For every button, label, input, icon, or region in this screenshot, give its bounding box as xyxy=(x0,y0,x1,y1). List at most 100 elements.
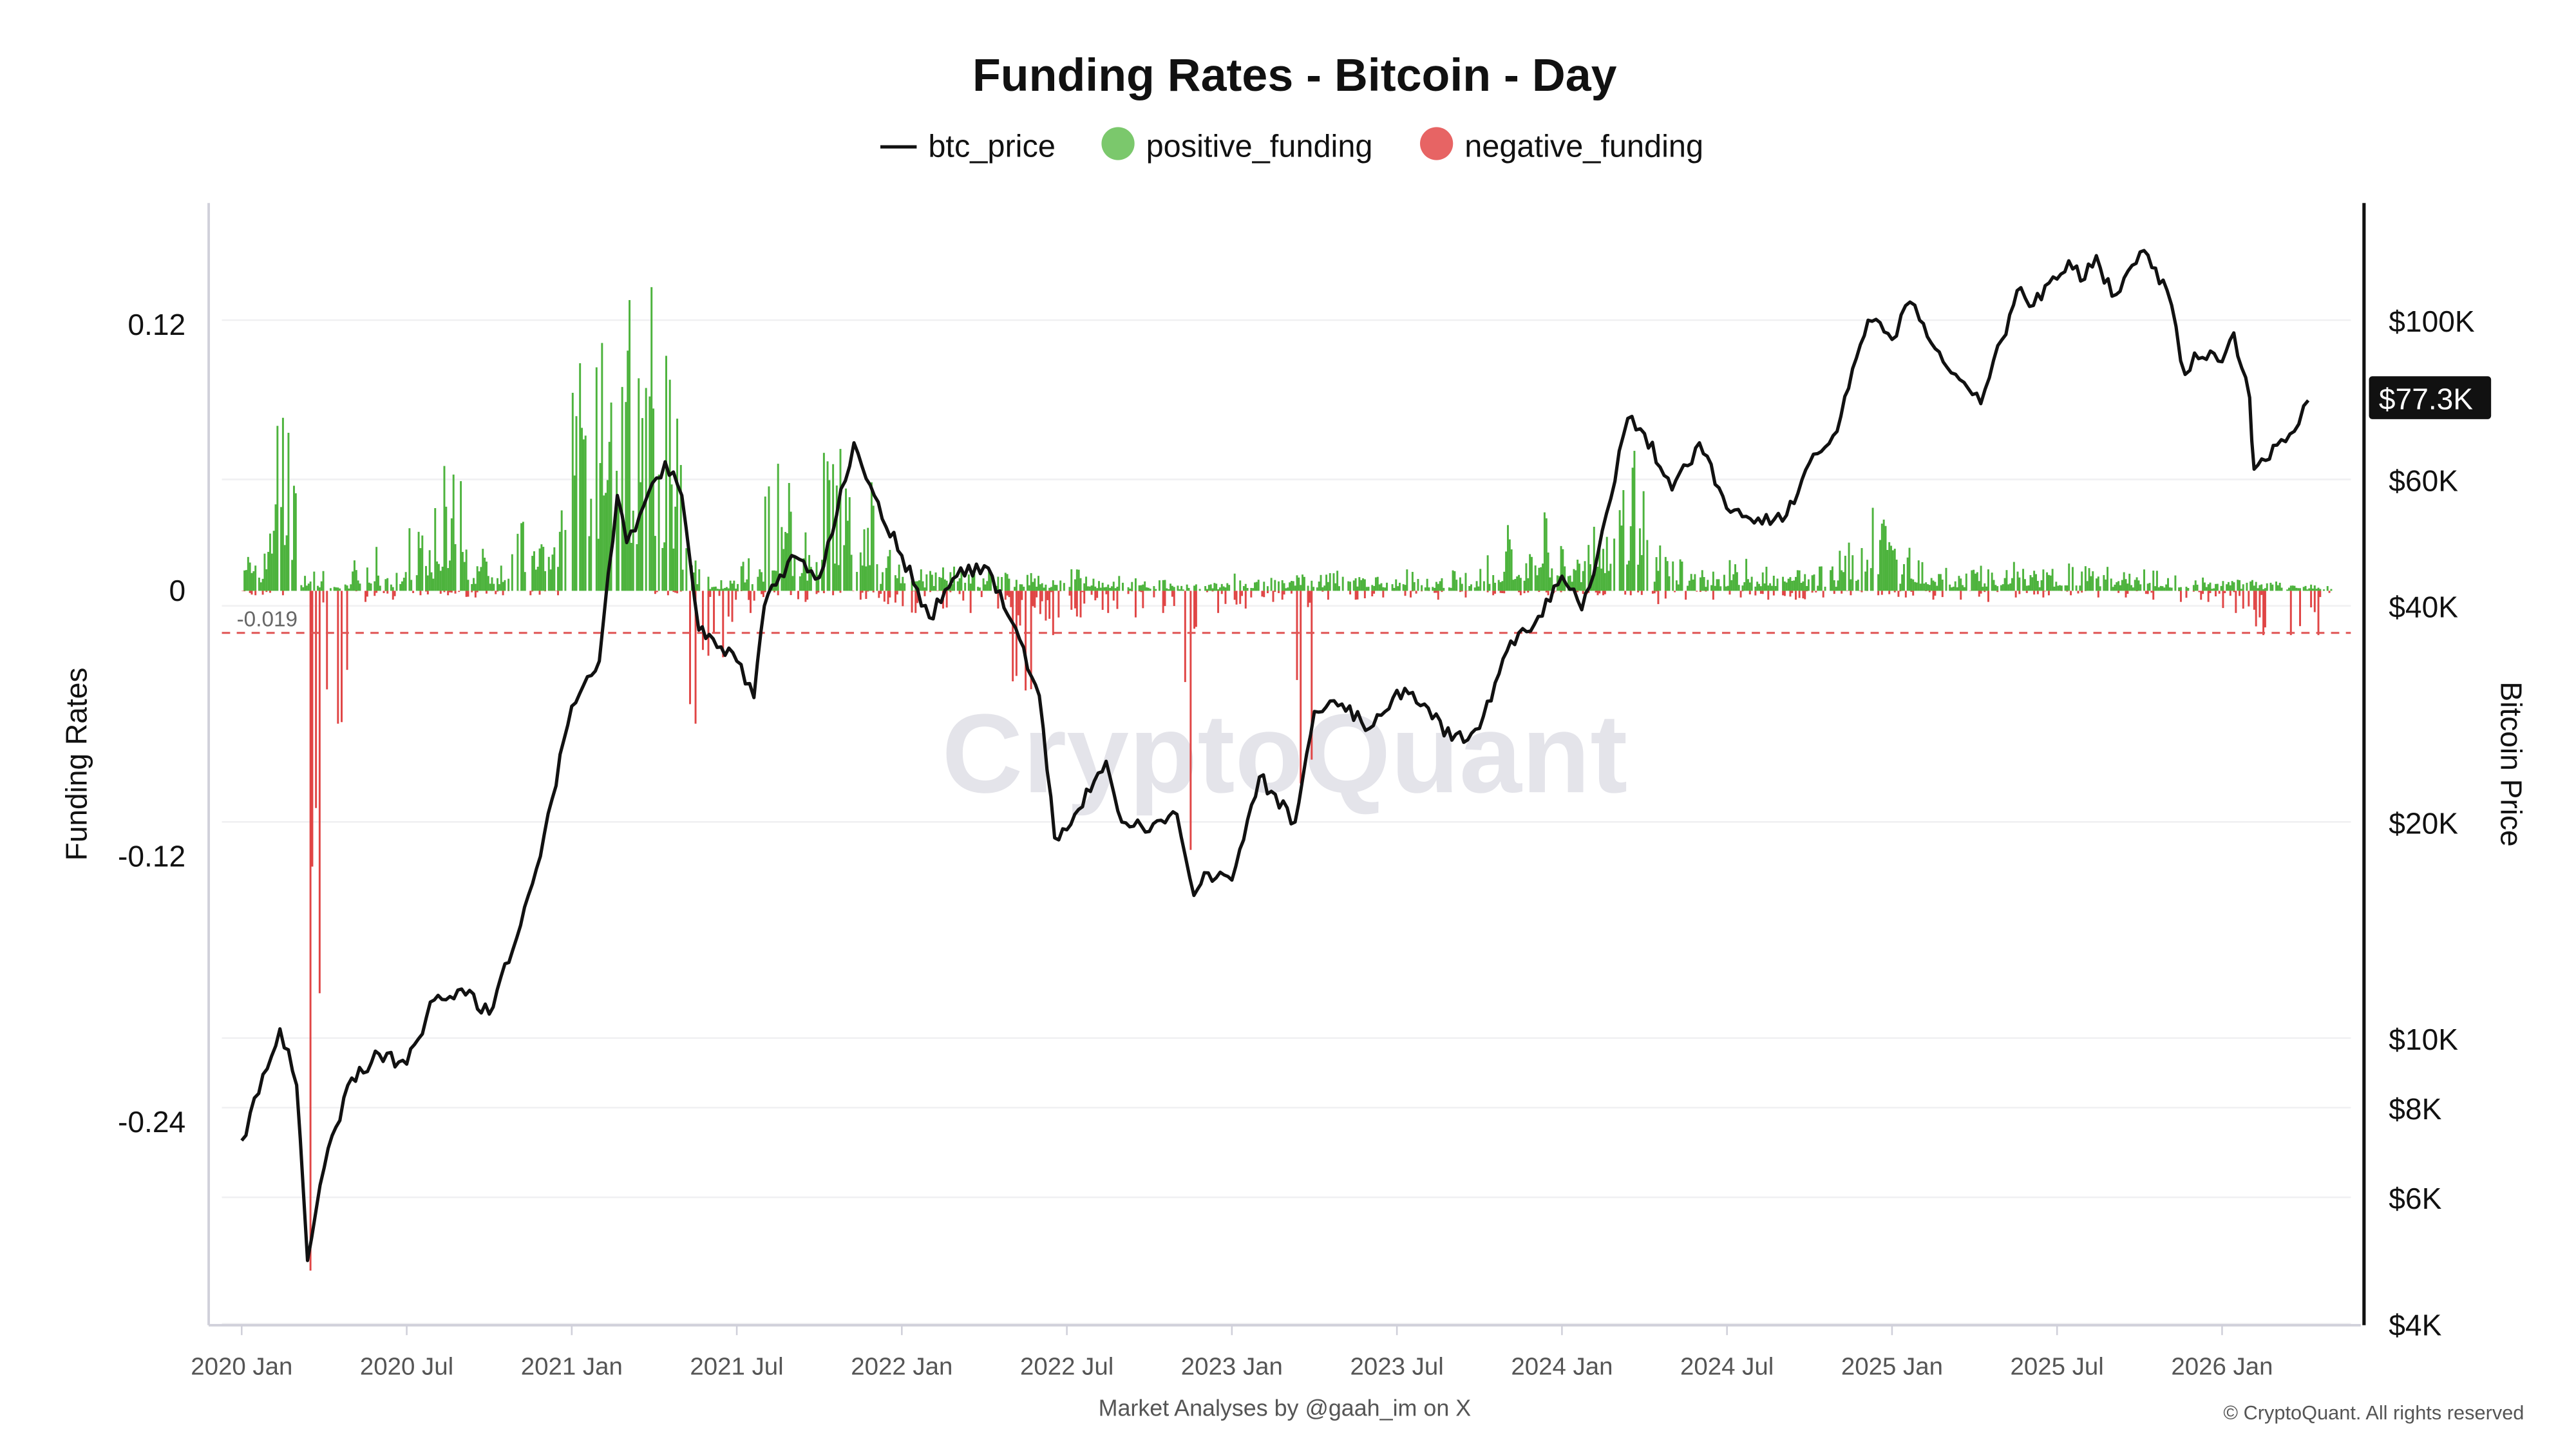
positive-funding-bar xyxy=(1765,567,1768,591)
positive-funding-bar xyxy=(1519,578,1522,591)
positive-funding-bar xyxy=(1114,588,1117,591)
positive-funding-bar xyxy=(1725,586,1727,591)
positive-funding-bar xyxy=(1287,587,1289,591)
positive-funding-bar xyxy=(484,557,486,591)
positive-funding-bar xyxy=(2016,571,2019,591)
positive-funding-bar xyxy=(1105,587,1108,591)
negative-funding-bar xyxy=(1034,591,1036,608)
positive-funding-bar xyxy=(922,581,924,591)
negative-funding-bar xyxy=(281,591,284,596)
positive-funding-bar xyxy=(720,580,723,591)
positive-funding-bar xyxy=(359,583,361,591)
negative-funding-bar xyxy=(375,591,378,593)
negative-funding-bar xyxy=(1272,591,1274,602)
negative-funding-bar xyxy=(1140,591,1142,592)
left-axis-title: Funding Rates xyxy=(59,668,93,861)
legend-item-positive-funding[interactable]: positive_funding xyxy=(1101,127,1373,164)
x-tick-label: 2025 Jan xyxy=(1841,1353,1943,1381)
negative-funding-bar xyxy=(1281,591,1283,600)
negative-funding-bar xyxy=(1984,591,1986,592)
negative-funding-bar xyxy=(1217,591,1220,613)
negative-funding-bar xyxy=(426,591,429,594)
positive-funding-bar xyxy=(698,569,701,591)
negative-funding-bar xyxy=(2117,591,2120,593)
positive-funding-bar xyxy=(1915,582,1918,591)
negative-funding-bar xyxy=(1499,591,1502,593)
positive-funding-bar xyxy=(1609,564,1612,591)
positive-funding-bar xyxy=(1088,586,1091,591)
positive-funding-bar xyxy=(1439,581,1441,591)
positive-funding-bar xyxy=(1090,585,1093,591)
negative-funding-bar xyxy=(2229,591,2231,596)
positive-funding-bar xyxy=(894,575,896,591)
negative-funding-bar xyxy=(1274,591,1276,592)
positive-funding-bar xyxy=(2213,588,2215,591)
right-tick-label: $40K xyxy=(2389,591,2458,624)
positive-funding-bar xyxy=(839,449,842,591)
positive-funding-bar xyxy=(1371,585,1374,591)
positive-funding-bar xyxy=(1217,589,1220,591)
negative-funding-bar xyxy=(1101,591,1104,611)
positive-funding-bar xyxy=(2103,574,2105,591)
legend-item-btc-price[interactable]: btc_price xyxy=(880,129,1056,164)
chart-title: Funding Rates - Bitcoin - Day xyxy=(972,50,1617,101)
positive-funding-bar xyxy=(1837,580,1839,591)
negative-funding-bar xyxy=(1685,591,1687,600)
negative-funding-bar xyxy=(1978,591,1980,597)
positive-funding-bar xyxy=(2187,588,2190,591)
positive-funding-bar xyxy=(2086,581,2088,591)
negative-funding-bar xyxy=(1112,591,1115,601)
positive-funding-bar xyxy=(1675,580,1678,591)
positive-funding-bar xyxy=(1714,585,1716,591)
positive-funding-bar xyxy=(793,554,796,591)
positive-funding-bar xyxy=(603,495,605,591)
positive-funding-bar xyxy=(1129,589,1132,591)
positive-funding-bar xyxy=(2105,579,2107,591)
negative-funding-bar xyxy=(1105,591,1108,594)
positive-funding-bar xyxy=(889,549,891,591)
right-tick-label: $10K xyxy=(2389,1023,2458,1056)
legend-item-negative-funding[interactable]: negative_funding xyxy=(1420,127,1703,164)
positive-funding-bar xyxy=(1575,570,1577,591)
positive-funding-bar xyxy=(2286,589,2289,591)
positive-funding-bar xyxy=(1096,588,1099,591)
positive-funding-bar xyxy=(977,587,980,591)
negative-funding-bar xyxy=(1017,591,1019,616)
positive-funding-bar xyxy=(817,574,820,591)
positive-funding-bar xyxy=(2192,585,2195,591)
positive-funding-bar xyxy=(1075,569,1078,591)
x-tick-label: 2023 Jan xyxy=(1181,1353,1283,1381)
positive-funding-bar xyxy=(1086,586,1089,591)
positive-funding-bar xyxy=(1459,577,1461,591)
positive-funding-bar xyxy=(2125,579,2127,591)
negative-funding-bar xyxy=(311,591,314,867)
positive-funding-bar xyxy=(2293,585,2296,591)
positive-funding-bar xyxy=(1321,587,1324,591)
positive-funding-bar xyxy=(1155,589,1157,591)
positive-funding-bar xyxy=(1637,564,1640,591)
positive-funding-bar xyxy=(2132,587,2134,591)
footer-credit[interactable]: Market Analyses by @gaah_im on X xyxy=(1099,1396,1472,1421)
positive-funding-bar xyxy=(1530,556,1533,591)
negative-funding-bar xyxy=(1173,591,1175,606)
positive-funding-bar xyxy=(2233,582,2235,591)
positive-funding-bar xyxy=(2046,572,2049,591)
positive-funding-bar xyxy=(627,350,629,591)
positive-funding-bar xyxy=(2049,575,2052,591)
negative-funding-bar xyxy=(1127,591,1130,594)
positive-funding-bar xyxy=(880,583,882,591)
positive-funding-bar xyxy=(1182,589,1184,591)
positive-funding-bar xyxy=(1975,573,1977,591)
x-tick-label: 2022 Jan xyxy=(851,1353,952,1381)
negative-funding-bar xyxy=(1459,591,1461,592)
positive-funding-bar xyxy=(410,580,413,591)
positive-funding-bar xyxy=(1508,539,1511,591)
positive-funding-bar xyxy=(1771,585,1773,591)
positive-funding-bar xyxy=(1908,547,1911,591)
positive-funding-bar xyxy=(2317,587,2320,591)
positive-funding-bar xyxy=(630,542,632,591)
positive-funding-bar xyxy=(1215,583,1218,591)
positive-funding-bar xyxy=(258,577,260,591)
negative-funding-bar xyxy=(1904,591,1907,598)
positive-funding-bar xyxy=(1477,586,1480,591)
